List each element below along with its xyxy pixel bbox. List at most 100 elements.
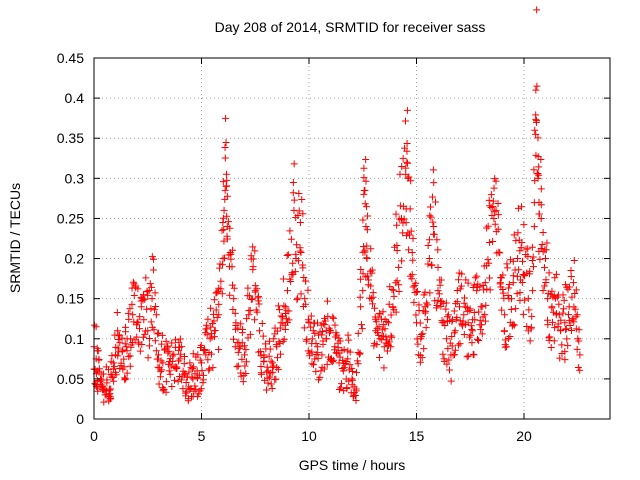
data-point bbox=[318, 351, 326, 359]
data-point-fill bbox=[418, 354, 426, 362]
data-point bbox=[202, 351, 210, 359]
data-point-fill bbox=[551, 274, 559, 282]
data-point-fill bbox=[519, 310, 527, 318]
data-point-fill bbox=[401, 117, 409, 125]
data-point bbox=[481, 279, 489, 287]
data-point bbox=[288, 271, 296, 279]
data-point bbox=[385, 319, 393, 327]
data-point-fill bbox=[567, 266, 575, 274]
data-point bbox=[129, 311, 137, 319]
data-point-fill bbox=[228, 281, 236, 289]
data-point-fill bbox=[122, 328, 130, 336]
data-point-fill bbox=[195, 390, 203, 398]
data-point-fill bbox=[426, 203, 434, 211]
data-point-fill bbox=[388, 285, 396, 293]
data-point bbox=[569, 279, 577, 287]
data-point-fill bbox=[360, 164, 368, 172]
data-point-fill bbox=[473, 335, 481, 343]
data-point-fill bbox=[297, 249, 305, 257]
data-point-fill bbox=[204, 315, 212, 323]
data-point bbox=[189, 375, 197, 383]
data-point-fill bbox=[123, 369, 131, 377]
data-point-fill bbox=[284, 251, 292, 259]
data-point-fill bbox=[412, 279, 420, 287]
data-point-fill bbox=[274, 354, 282, 362]
data-point-fill bbox=[240, 342, 248, 350]
data-point-fill bbox=[209, 364, 217, 372]
data-point-fill bbox=[180, 360, 188, 368]
data-point-fill bbox=[408, 249, 416, 257]
data-point bbox=[245, 311, 253, 319]
data-point-fill bbox=[163, 343, 171, 351]
data-point-fill bbox=[308, 348, 316, 356]
data-point bbox=[533, 82, 541, 90]
data-point-fill bbox=[346, 361, 354, 369]
data-point-fill bbox=[550, 337, 558, 345]
data-point-fill bbox=[100, 370, 108, 378]
data-point bbox=[447, 351, 455, 359]
data-point-fill bbox=[330, 356, 338, 364]
data-point-fill bbox=[276, 324, 284, 332]
data-point-fill bbox=[539, 229, 547, 237]
data-point-fill bbox=[152, 347, 160, 355]
data-point-fill bbox=[517, 244, 525, 252]
data-point-fill bbox=[516, 247, 524, 255]
data-point-fill bbox=[505, 280, 513, 288]
data-point-fill bbox=[145, 335, 153, 343]
data-point-fill bbox=[289, 179, 297, 187]
data-point bbox=[120, 363, 128, 371]
data-point bbox=[362, 222, 370, 230]
data-point-fill bbox=[504, 292, 512, 300]
data-point-fill bbox=[518, 279, 526, 287]
data-point-fill bbox=[434, 263, 442, 271]
y-tick-label: 0.05 bbox=[57, 371, 84, 387]
data-point bbox=[496, 279, 504, 287]
data-point bbox=[106, 395, 114, 403]
data-point bbox=[361, 186, 369, 194]
data-point-fill bbox=[515, 266, 523, 274]
data-point-fill bbox=[403, 147, 411, 155]
data-point-fill bbox=[406, 231, 414, 239]
data-point bbox=[430, 222, 438, 230]
data-point-fill bbox=[497, 274, 505, 282]
data-point-fill bbox=[197, 385, 205, 393]
data-point bbox=[296, 218, 304, 226]
data-point-fill bbox=[289, 259, 297, 267]
data-point-fill bbox=[246, 330, 254, 338]
data-point bbox=[574, 335, 582, 343]
data-point-fill bbox=[539, 248, 547, 256]
data-point-fill bbox=[100, 398, 108, 406]
data-point-fill bbox=[147, 305, 155, 313]
data-point bbox=[443, 335, 451, 343]
data-point-fill bbox=[475, 308, 483, 316]
data-point-fill bbox=[275, 306, 283, 314]
data-point-fill bbox=[530, 223, 538, 231]
data-point-fill bbox=[407, 227, 415, 235]
data-point bbox=[225, 263, 233, 271]
data-point-fill bbox=[274, 365, 282, 373]
data-point-fill bbox=[387, 343, 395, 351]
data-point-fill bbox=[314, 354, 322, 362]
data-point-fill bbox=[242, 358, 250, 366]
data-point bbox=[565, 303, 573, 311]
data-point-fill bbox=[498, 306, 506, 314]
data-point-fill bbox=[560, 296, 568, 304]
data-point-fill bbox=[385, 300, 393, 308]
data-point-fill bbox=[302, 300, 310, 308]
data-point-fill bbox=[318, 331, 326, 339]
data-point bbox=[557, 327, 565, 335]
data-point-fill bbox=[143, 305, 151, 313]
data-point-fill bbox=[149, 266, 157, 274]
data-point-fill bbox=[286, 227, 294, 235]
data-point bbox=[322, 335, 330, 343]
data-point-fill bbox=[244, 284, 252, 292]
data-point-fill bbox=[486, 202, 494, 210]
data-point-fill bbox=[353, 357, 361, 365]
data-point-fill bbox=[518, 203, 526, 211]
data-point bbox=[152, 311, 160, 319]
data-point-fill bbox=[191, 382, 199, 390]
data-point-fill bbox=[277, 350, 285, 358]
data-point-fill bbox=[439, 350, 447, 358]
data-point-fill bbox=[399, 154, 407, 162]
data-point-fill bbox=[364, 212, 372, 220]
